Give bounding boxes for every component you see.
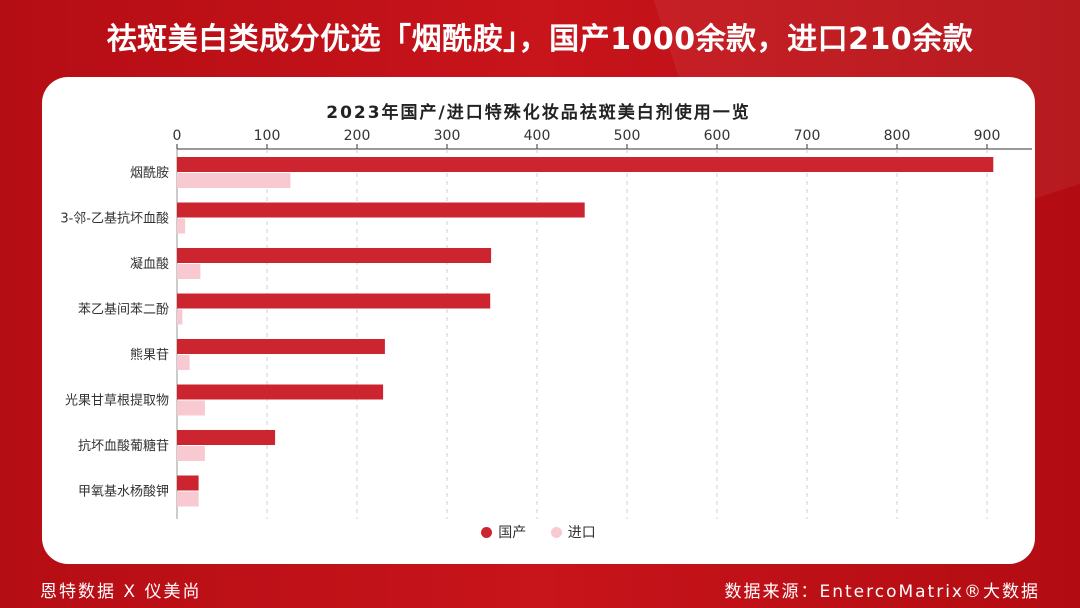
headline: 祛斑美白类成分优选「烟酰胺」，国产1000余款，进口210余款 xyxy=(106,22,974,57)
legend-item-imported: 进口 xyxy=(550,522,596,542)
x-tick-label: 800 xyxy=(884,128,911,144)
x-tick-label: 600 xyxy=(704,128,731,144)
bar-imported xyxy=(177,400,205,416)
bar-chart: 0 100 200 300 400 500 600 700 800 900 烟酰胺 3-邻-乙基抗坏血… xyxy=(60,128,1032,519)
category-label: 3-邻-乙基抗坏血酸 xyxy=(60,212,169,227)
category-label: 凝血酸 xyxy=(130,256,169,272)
category-label: 烟酰胺 xyxy=(130,166,169,181)
x-tick-label: 900 xyxy=(974,128,1001,144)
bar-domestic xyxy=(177,384,384,400)
legend-label-imported: 进口 xyxy=(567,525,596,541)
bar-imported xyxy=(177,355,190,370)
x-tick-label: 100 xyxy=(254,128,281,144)
footer-source: 数据来源：EntercoMatrix®大数据 xyxy=(724,582,1040,602)
category-label: 光果甘草根提取物 xyxy=(65,393,169,409)
bar-imported xyxy=(177,491,199,507)
bar-imported xyxy=(177,218,186,234)
chart-card: 2023年国产/进口特殊化妆品祛斑美白剂使用一览 0 100 200 300 400 50… xyxy=(42,77,1035,564)
x-tick-label: 500 xyxy=(614,128,641,144)
legend-item-domestic: 国产 xyxy=(481,522,526,542)
chart-title: 2023年国产/进口特殊化妆品祛斑美白剂使用一览 xyxy=(326,103,751,123)
bar-imported xyxy=(177,173,291,188)
category-label: 抗坏血酸葡糖苷 xyxy=(78,438,169,454)
x-tick-label: 400 xyxy=(524,128,551,144)
legend-dot-domestic xyxy=(481,526,493,538)
bar-imported xyxy=(177,264,201,279)
footer-credit: 恩特数据 X 仪美尚 xyxy=(40,582,202,602)
bar-domestic xyxy=(177,430,276,445)
x-tick-label: 300 xyxy=(434,128,461,144)
category-label: 苯乙基间苯二酚 xyxy=(78,303,169,318)
bar-domestic xyxy=(177,475,199,491)
bar-domestic xyxy=(177,202,585,218)
chart-legend: 国产 进口 xyxy=(42,522,1035,542)
legend-label-domestic: 国产 xyxy=(498,525,527,541)
bar-domestic xyxy=(177,157,994,172)
bar-domestic xyxy=(177,339,385,354)
category-label: 甲氧基水杨酸钾 xyxy=(78,485,169,500)
bar-imported xyxy=(177,309,183,325)
x-tick-label: 200 xyxy=(344,128,371,144)
x-tick-label: 0 xyxy=(173,128,182,144)
bar-domestic xyxy=(177,293,491,309)
legend-dot-imported xyxy=(550,526,562,538)
bar-domestic xyxy=(177,248,492,263)
category-label: 熊果苷 xyxy=(130,347,169,363)
bar-imported xyxy=(177,446,205,461)
x-tick-label: 700 xyxy=(794,128,821,144)
